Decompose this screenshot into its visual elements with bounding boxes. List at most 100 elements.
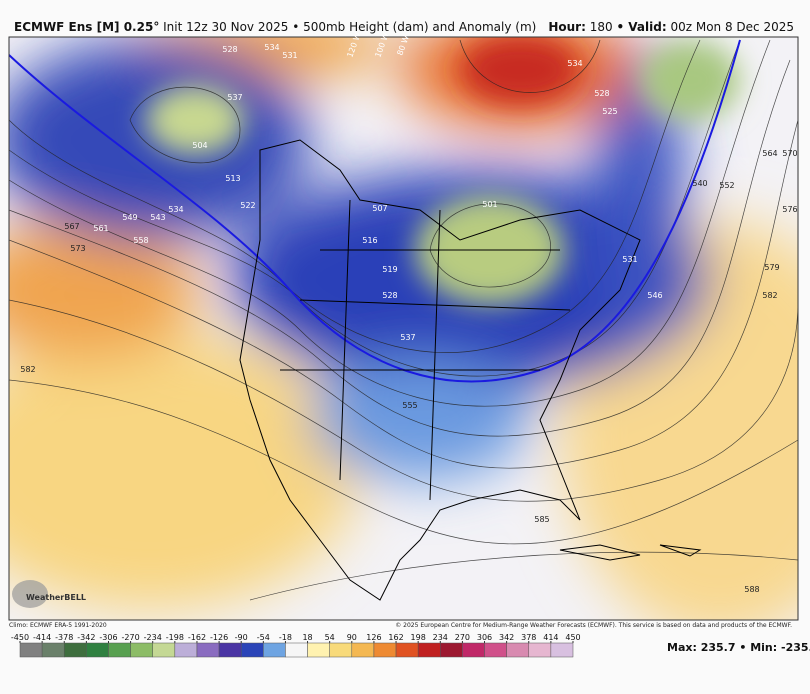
contour-label: 582 xyxy=(20,365,35,374)
contour-label: 588 xyxy=(744,585,759,594)
colorbar-bin xyxy=(307,642,330,658)
contour-label: 564 xyxy=(762,149,777,158)
colorbar-tick-label: -306 xyxy=(99,633,117,642)
colorbar-tick-label: -270 xyxy=(122,633,140,642)
colorbar-bin xyxy=(395,642,419,658)
contour-label: 528 xyxy=(382,291,397,300)
stats: Max: 235.7 • Min: -235.8 xyxy=(667,641,810,654)
colorbar-tick-label: 18 xyxy=(302,633,312,642)
contour-label: 585 xyxy=(534,515,549,524)
contour-label: 546 xyxy=(647,291,662,300)
colorbar-tick-label: -90 xyxy=(235,633,248,642)
contour-label: 531 xyxy=(622,255,637,264)
contour-label: 519 xyxy=(382,265,397,274)
colorbar-bin xyxy=(484,642,507,658)
colorbar-bin xyxy=(240,642,264,658)
colorbar-tick-label: 342 xyxy=(499,633,514,642)
colorbar-tick-label: -18 xyxy=(279,633,292,642)
logo-mark xyxy=(12,580,48,608)
colorbar-bin xyxy=(506,642,530,658)
contour-label: 576 xyxy=(782,205,797,214)
contour-label: 543 xyxy=(150,213,165,222)
colorbar-tick-label: -414 xyxy=(33,633,51,642)
contour-label: 570 xyxy=(782,149,797,158)
colorbar-tick-label: -234 xyxy=(144,633,162,642)
colorbar-bin xyxy=(285,642,308,658)
contour-label: 516 xyxy=(362,236,377,245)
min-label: • Min: xyxy=(739,641,777,654)
contour-label: 534 xyxy=(264,43,279,52)
contour-540 xyxy=(9,39,741,383)
colorbar-bin xyxy=(263,642,286,658)
colorbar-bin xyxy=(550,642,574,658)
colorbar: -450 -414 -378 -342 -306 -270 -234 -198 -162 -126… xyxy=(11,633,581,658)
header-right: Hour: 180 • Valid: 00z Mon 8 Dec 2025 xyxy=(548,20,794,34)
map-frame xyxy=(8,36,799,621)
contour-label: 528 xyxy=(222,45,237,54)
valid: 00z Mon 8 Dec 2025 xyxy=(670,20,794,34)
contour-label: 567 xyxy=(64,222,79,231)
colorbar-tick-label: 450 xyxy=(565,633,580,642)
colorbar-bin xyxy=(41,642,65,658)
contour-label: 573 xyxy=(70,244,85,253)
contour-label: 525 xyxy=(602,107,617,116)
colorbar-tick-label: 90 xyxy=(347,633,357,642)
contour-label: 522 xyxy=(240,201,255,210)
colorbar-tick-label: -126 xyxy=(210,633,228,642)
colorbar-tick-label: 234 xyxy=(433,633,448,642)
contour-label: 513 xyxy=(225,174,240,183)
contour-label: 537 xyxy=(227,93,242,102)
colorbar-tick-label: 270 xyxy=(455,633,470,642)
colorbar-bin xyxy=(329,642,353,658)
contour-label: 555 xyxy=(402,401,417,410)
header-left: ECMWF Ens [M] 0.25° Init 12z 30 Nov 2025… xyxy=(14,20,536,34)
colorbar-bin xyxy=(130,642,153,658)
contour-label: 537 xyxy=(400,333,415,342)
colorbar-tick-label: 198 xyxy=(411,633,426,642)
colorbar-bin xyxy=(108,642,131,658)
contour-label: 552 xyxy=(719,181,734,190)
contour-label: 534 xyxy=(168,205,183,214)
colorbar-tick-label: -162 xyxy=(188,633,206,642)
coastlines xyxy=(239,139,702,601)
contour-label: 501 xyxy=(482,200,497,209)
colorbar-tick-label: -342 xyxy=(77,633,95,642)
colorbar-bin xyxy=(63,642,87,658)
max: 235.7 xyxy=(701,641,736,654)
logo: WeatherBELL xyxy=(26,593,86,602)
colorbar-bin xyxy=(528,642,552,658)
colorbar-tick-label: 414 xyxy=(543,633,558,642)
contour-label: 531 xyxy=(282,51,297,60)
colorbar-tick-label: -198 xyxy=(166,633,184,642)
contour-label: 507 xyxy=(372,204,387,213)
hour-label: Hour: xyxy=(548,20,586,34)
colorbar-bin xyxy=(86,642,109,658)
min: -235.8 xyxy=(781,641,810,654)
hour: 180 xyxy=(589,20,613,34)
colorbar-bin xyxy=(440,642,463,658)
colorbar-bin xyxy=(174,642,198,658)
contour-label: 549 xyxy=(122,213,137,222)
colorbar-tick-label: 54 xyxy=(325,633,335,642)
colorbar-bin xyxy=(417,642,441,658)
contour-label: 579 xyxy=(764,263,779,272)
colorbar-tick-label: -378 xyxy=(55,633,73,642)
max-label: Max: xyxy=(667,641,697,654)
colorbar-tick-label: -54 xyxy=(257,633,270,642)
colorbar-bin xyxy=(462,642,485,658)
anomaly-field xyxy=(9,37,798,620)
contour-label: 561 xyxy=(93,224,108,233)
colorbar-bin xyxy=(19,642,43,658)
colorbar-tick-label: 378 xyxy=(521,633,536,642)
colorbar-bin xyxy=(218,642,242,658)
valid-label: • Valid: xyxy=(616,20,667,34)
copyright: © 2025 European Centre for Medium-Range … xyxy=(395,622,792,629)
colorbar-tick-label: 306 xyxy=(477,633,492,642)
colorbar-tick-label: -450 xyxy=(11,633,29,642)
contour-label: 540 xyxy=(692,179,707,188)
contour-label: 534 xyxy=(567,59,582,68)
contour-label: 582 xyxy=(762,291,777,300)
contour-label: 504 xyxy=(192,141,207,150)
